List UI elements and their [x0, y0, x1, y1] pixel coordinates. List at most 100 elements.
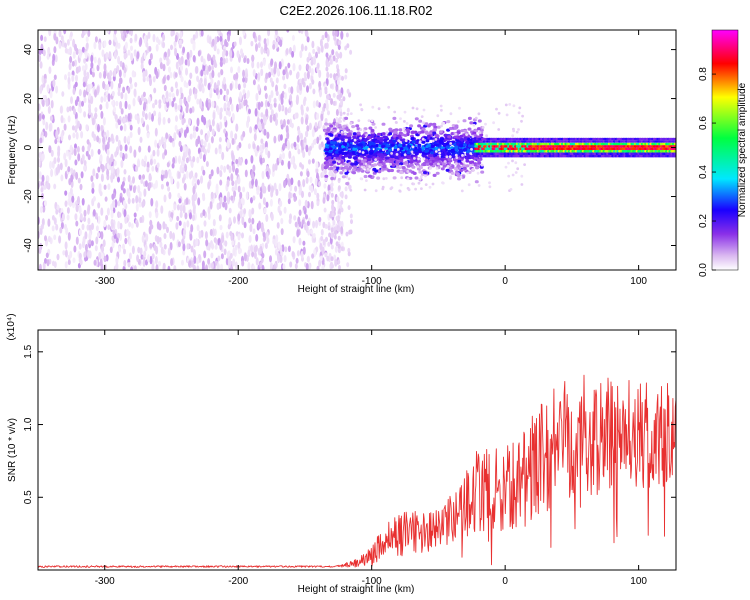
heatmap-cell — [118, 119, 121, 126]
heatmap-cell — [273, 182, 277, 191]
heatmap-cell — [420, 187, 423, 191]
heatmap-cell — [225, 110, 229, 116]
heatmap-cell — [182, 249, 186, 256]
heatmap-cell — [207, 181, 211, 190]
heatmap-cell — [197, 135, 201, 145]
heatmap-cell — [339, 111, 343, 117]
heatmap-cell — [219, 224, 223, 231]
heatmap-cell — [73, 147, 77, 157]
heatmap-cell — [165, 90, 169, 100]
heatmap-cell — [119, 77, 123, 85]
heatmap-cell — [320, 113, 324, 122]
heatmap-cell — [65, 227, 69, 235]
heatmap-cell — [300, 132, 303, 141]
heatmap-cell — [420, 115, 424, 118]
heatmap-cell — [39, 206, 43, 214]
heatmap-cell — [196, 98, 200, 105]
heatmap-cell — [282, 142, 286, 150]
heatmap-cell — [72, 257, 76, 264]
heatmap-cell — [251, 217, 255, 225]
heatmap-cell — [306, 106, 309, 112]
heatmap-cell — [421, 146, 426, 150]
heatmap-cell — [44, 257, 47, 264]
heatmap-cell — [476, 158, 481, 162]
heatmap-cell — [292, 192, 296, 199]
heatmap-cell — [262, 114, 266, 122]
heatmap-cell — [153, 158, 157, 165]
heatmap-cell — [224, 38, 228, 48]
heatmap-cell — [305, 144, 309, 153]
heatmap-cell — [188, 88, 192, 97]
heatmap-cell — [330, 261, 333, 267]
heatmap-cell — [432, 122, 437, 126]
heatmap-cell — [97, 123, 100, 133]
heatmap-cell — [451, 149, 455, 153]
heatmap-cell — [199, 152, 203, 160]
heatmap-cell — [272, 113, 276, 122]
heatmap-cell — [403, 131, 407, 135]
heatmap-cell — [149, 158, 153, 166]
heatmap-cell — [429, 167, 432, 170]
heatmap-cell — [107, 183, 111, 190]
heatmap-cell — [63, 123, 67, 131]
heatmap-cell — [297, 179, 301, 187]
heatmap-cell — [174, 47, 178, 57]
heatmap-cell — [132, 176, 135, 184]
heatmap-cell — [161, 169, 165, 176]
heatmap-cell — [69, 187, 73, 195]
heatmap-cell — [133, 212, 137, 218]
heatmap-cell — [335, 57, 339, 63]
heatmap-cell — [131, 197, 135, 204]
heatmap-cell — [257, 84, 261, 92]
heatmap-cell — [69, 200, 72, 207]
heatmap-cell — [210, 191, 214, 200]
heatmap-cell — [400, 176, 404, 180]
heatmap-cell — [414, 152, 419, 156]
heatmap-cell — [386, 144, 391, 148]
heatmap-cell — [234, 244, 238, 251]
heatmap-cell — [283, 83, 287, 90]
heatmap-cell — [124, 144, 128, 152]
heatmap-cell — [474, 129, 479, 133]
heatmap-cell — [339, 116, 342, 120]
heatmap-cell — [103, 219, 107, 228]
heatmap-cell — [245, 92, 249, 99]
heatmap-cell — [113, 51, 117, 60]
heatmap-cell — [223, 195, 227, 203]
heatmap-cell — [134, 33, 138, 42]
heatmap-cell — [129, 76, 133, 85]
heatmap-cell — [471, 168, 475, 171]
heatmap-cell — [227, 33, 231, 42]
heatmap-cell — [121, 152, 125, 162]
heatmap-cell — [191, 106, 195, 113]
heatmap-cell — [80, 171, 84, 179]
heatmap-cell — [328, 147, 333, 151]
heatmap-cell — [78, 89, 82, 96]
heatmap-cell — [192, 264, 196, 270]
heatmap-cell — [340, 31, 344, 40]
heatmap-cell — [297, 148, 301, 155]
heatmap-cell — [241, 216, 245, 225]
heatmap-cell — [152, 33, 156, 43]
heatmap-cell — [191, 199, 195, 208]
heatmap-cell — [252, 228, 256, 235]
heatmap-cell — [379, 138, 384, 142]
heatmap-cell — [244, 99, 248, 106]
heatmap-cell — [64, 74, 67, 81]
heatmap-cell — [219, 121, 223, 130]
heatmap-cell — [436, 125, 441, 129]
heatmap-cell — [189, 107, 193, 114]
heatmap-cell — [394, 121, 398, 124]
heatmap-cell — [267, 150, 271, 159]
heatmap-cell — [91, 131, 95, 138]
heatmap-cell — [234, 180, 238, 186]
heatmap-cell — [170, 176, 174, 185]
heatmap-cell — [520, 119, 523, 123]
heatmap-cell — [46, 84, 50, 93]
heatmap-cell — [308, 82, 312, 90]
heatmap-cell — [370, 134, 374, 138]
heatmap-cell — [474, 180, 479, 184]
heatmap-cell — [172, 140, 176, 148]
heatmap-cell — [254, 178, 258, 188]
heatmap-cell — [85, 36, 89, 43]
